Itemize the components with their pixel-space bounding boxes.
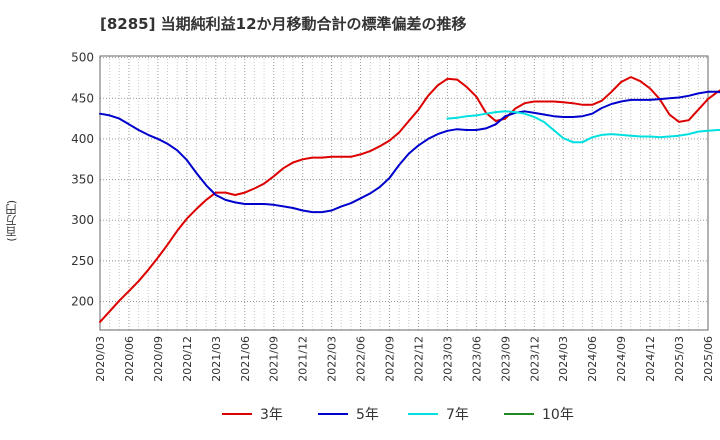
legend-label: 3年 xyxy=(260,407,283,423)
series-lines xyxy=(99,76,720,323)
x-tick-label: 2023/12 xyxy=(528,336,541,382)
x-tick-label: 2024/12 xyxy=(644,336,657,382)
y-tick-label: 400 xyxy=(71,132,94,146)
x-tick-label: 2025/06 xyxy=(702,336,715,382)
x-tick-label: 2023/03 xyxy=(441,336,454,382)
grid xyxy=(100,56,708,330)
legend-item: 10年 xyxy=(504,404,574,424)
series-line-2 xyxy=(99,90,720,214)
x-tick-label: 2020/12 xyxy=(181,336,194,382)
x-tick-label: 2021/09 xyxy=(268,336,281,382)
x-tick-label: 2021/03 xyxy=(210,336,223,382)
y-tick-label: 200 xyxy=(71,295,94,309)
x-tick-label: 2022/03 xyxy=(326,336,339,382)
legend-item: 7年 xyxy=(408,404,469,424)
x-tick-label: 2021/12 xyxy=(297,336,310,382)
x-tick-label: 2025/03 xyxy=(673,336,686,382)
y-tick-label: 250 xyxy=(71,254,94,268)
legend-item: 5年 xyxy=(318,404,379,424)
x-ticks: 2020/03 2020/06 2020/09 2020/12 2021/03 2021/… xyxy=(94,336,715,382)
x-tick-label: 2022/09 xyxy=(384,336,397,382)
legend-swatch xyxy=(222,413,252,415)
x-tick-label: 2020/09 xyxy=(152,336,165,382)
x-tick-label: 2020/03 xyxy=(94,336,107,382)
y-tick-label: 500 xyxy=(71,51,94,65)
x-tick-label: 2022/12 xyxy=(412,336,425,382)
legend-swatch xyxy=(318,413,348,415)
x-tick-label: 2022/06 xyxy=(355,336,368,382)
legend-label: 10年 xyxy=(542,407,574,423)
legend-swatch xyxy=(408,413,438,415)
legend-label: 5年 xyxy=(356,407,379,423)
plot-frame xyxy=(99,55,709,331)
legend-swatch xyxy=(504,413,534,415)
x-tick-label: 2024/03 xyxy=(557,336,570,382)
x-tick-label: 2023/09 xyxy=(499,336,512,382)
x-tick-label: 2024/06 xyxy=(586,336,599,382)
series-line-3 xyxy=(446,110,720,144)
y-ticks: 200 250 300 350 400 450 500 xyxy=(71,51,94,309)
legend-item: 3年 xyxy=(222,404,283,424)
x-tick-label: 2024/09 xyxy=(615,336,628,382)
x-tick-label: 2020/06 xyxy=(123,336,136,382)
y-tick-label: 350 xyxy=(71,173,94,187)
y-tick-label: 450 xyxy=(71,91,94,105)
x-tick-label: 2021/06 xyxy=(239,336,252,382)
legend-label: 7年 xyxy=(446,407,469,423)
legend: 3年 5年 7年 10年 xyxy=(0,404,720,428)
x-tick-label: 2023/06 xyxy=(470,336,483,382)
chart-title: [8285] 当期純利益12か月移動合計の標準偏差の推移 xyxy=(100,15,467,33)
series-line-1 xyxy=(99,76,720,323)
y-tick-label: 300 xyxy=(71,213,94,227)
